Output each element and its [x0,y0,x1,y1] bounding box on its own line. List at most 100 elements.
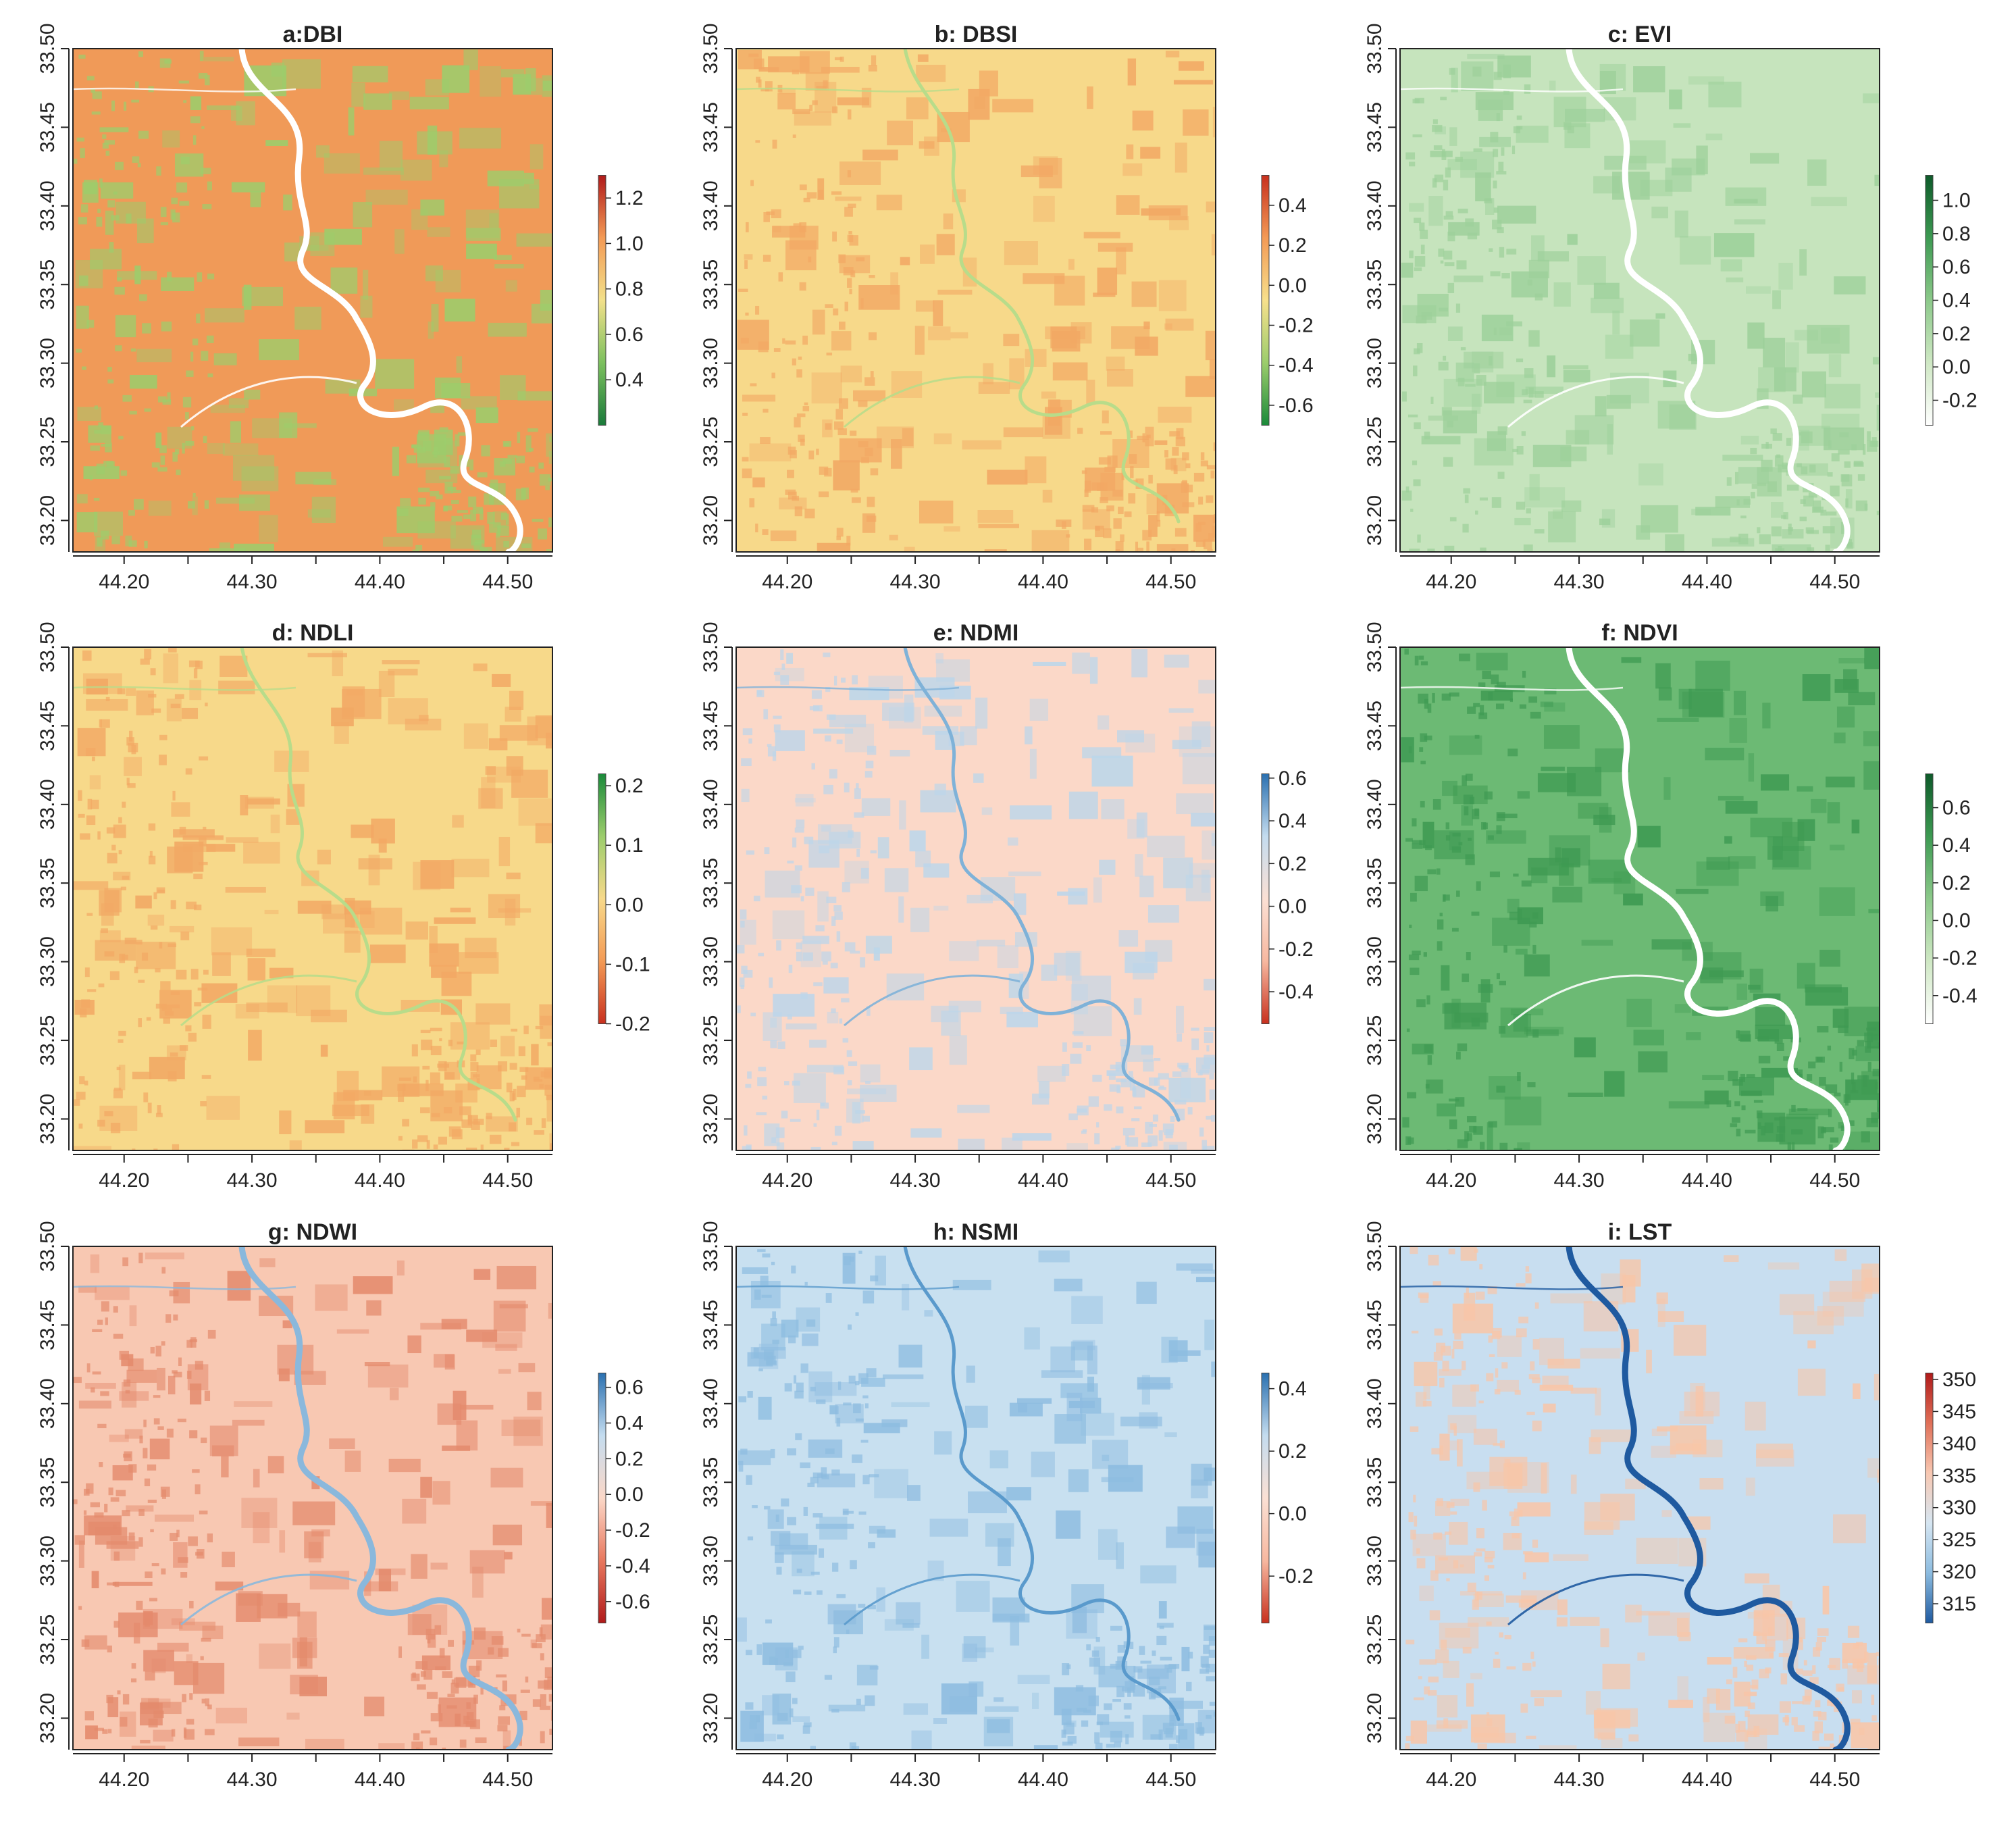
colorbar-tick-label: 0.8 [1942,223,1971,245]
x-tick-label: 44.30 [890,571,941,593]
colorbar-tick-label: -0.6 [615,1591,650,1613]
colorbar-tick-label: 0.6 [615,1377,644,1399]
colorbar-tick-label: 345 [1942,1400,1976,1423]
land-cover-patches [73,49,552,552]
y-tick-label: 33.35 [36,858,59,909]
y-tick-label: 33.50 [1364,23,1386,74]
x-tick-label: 44.50 [482,1169,533,1192]
y-tick-label: 33.20 [36,1094,59,1144]
y-tick-label: 33.20 [1364,1094,1386,1144]
x-tick-label: 44.50 [1145,1769,1196,1791]
river-tigris [73,49,523,552]
colorbar-tick-label: 0.4 [1942,290,1971,312]
x-tick-label: 44.20 [99,1769,149,1791]
colorbar: -0.2 -0.1 0.0 0.1 0.2 [598,773,650,1036]
x-tick-label: 44.40 [1682,571,1732,593]
x-tick-label: 44.30 [227,1769,278,1791]
colorbar-tick-label: 0.4 [615,369,644,391]
y-tick-label: 33.50 [1364,621,1386,672]
raster-background [1400,49,1880,552]
x-tick-label: 44.40 [1018,1769,1068,1791]
y-tick-label: 33.45 [36,701,59,751]
y-tick-label: 33.35 [700,858,722,909]
land-cover-patches [1405,1246,1880,1750]
river-tigris [736,1246,1181,1721]
x-tick-label: 44.20 [1426,571,1476,593]
y-tick-label: 33.50 [700,23,722,74]
y-tick-label: 33.20 [36,1693,59,1744]
x-tick-label: 44.20 [762,1769,812,1791]
y-tick-label: 33.45 [1364,701,1386,751]
y-tick-label: 33.35 [36,1457,59,1508]
y-tick-label: 33.45 [36,1300,59,1350]
x-tick-label: 44.50 [482,571,533,593]
y-tick-label: 33.25 [1364,1614,1386,1665]
y-tick-label: 33.20 [700,1094,722,1144]
colorbar-ramp [598,175,606,426]
x-tick-label: 44.50 [1809,1169,1860,1192]
x-tick-label: 44.40 [355,1169,405,1192]
colorbar-tick-label: 0.6 [1278,767,1307,790]
raster-image [73,647,552,1150]
river-tigris [1400,1246,1851,1750]
y-tick-label: 33.20 [1364,1693,1386,1744]
x-tick-label: 44.40 [355,1769,405,1791]
y-tick-label: 33.35 [1364,858,1386,909]
x-tick-label: 44.40 [355,571,405,593]
land-cover-patches [737,1249,1216,1750]
y-tick-label: 33.35 [1364,259,1386,310]
y-tick-label: 33.45 [700,1300,722,1350]
river-tigris [736,49,1181,524]
x-tick-label: 44.30 [227,1169,278,1192]
y-tick-label: 33.50 [700,1221,722,1271]
plot-frame [735,646,1216,1151]
y-tick-label: 33.50 [36,23,59,74]
colorbar-tick-label: 0.0 [1278,896,1307,918]
y-tick-label: 33.40 [36,779,59,830]
y-tick-label: 33.35 [700,259,722,310]
x-tick-label: 44.20 [762,571,812,593]
raster-image [73,1246,552,1750]
x-tick-label: 44.40 [1018,1169,1068,1192]
panel-title: g: NDWI [268,1219,357,1245]
river-tigris [736,647,1181,1122]
panel-title: e: NDMI [933,620,1019,646]
y-tick-label: 33.30 [36,1535,59,1586]
panel-title: h: NSMI [933,1219,1019,1245]
y-tick-label: 33.35 [36,259,59,310]
colorbar-ramp [1261,1373,1270,1623]
x-tick-label: 44.30 [890,1169,941,1192]
colorbar-tick-label: 0.0 [1278,274,1307,297]
colorbar-ramp [1925,175,1934,426]
y-tick-label: 33.20 [36,495,59,546]
y-tick-label: 33.30 [1364,1535,1386,1586]
map-panel-6: f: NDVI 44.20 44.30 44.40 44.50 33.20 33.25 33.… [1364,620,1978,1192]
y-tick-label: 33.50 [1364,1221,1386,1271]
y-tick-label: 33.30 [700,338,722,388]
x-tick-label: 44.50 [482,1769,533,1791]
colorbar-tick-label: -0.2 [1278,938,1314,961]
panel-title: f: NDVI [1601,620,1678,646]
raster-image [736,647,1216,1150]
colorbar-tick-label: 0.4 [1278,810,1307,832]
plot-frame [735,1246,1216,1750]
raster-image [1400,1246,1880,1750]
y-tick-label: 33.30 [700,936,722,987]
x-tick-label: 44.30 [890,1769,941,1791]
y-tick-label: 33.40 [36,180,59,231]
y-tick-label: 33.20 [1364,495,1386,546]
x-tick-label: 44.30 [1554,1769,1605,1791]
raster-image [1400,49,1880,552]
colorbar-tick-label: 0.4 [1278,195,1307,217]
x-tick-label: 44.40 [1682,1769,1732,1791]
y-tick-label: 33.40 [700,779,722,830]
colorbar-tick-label: 0.4 [1942,834,1971,857]
colorbar-tick-label: 1.0 [615,232,644,255]
plot-frame [72,1246,553,1750]
river-tigris [1400,49,1851,552]
colorbar-tick-label: -0.2 [1278,1565,1314,1588]
y-tick-label: 33.25 [36,1015,59,1065]
y-tick-label: 33.20 [700,495,722,546]
y-tick-label: 33.25 [1364,1015,1386,1065]
